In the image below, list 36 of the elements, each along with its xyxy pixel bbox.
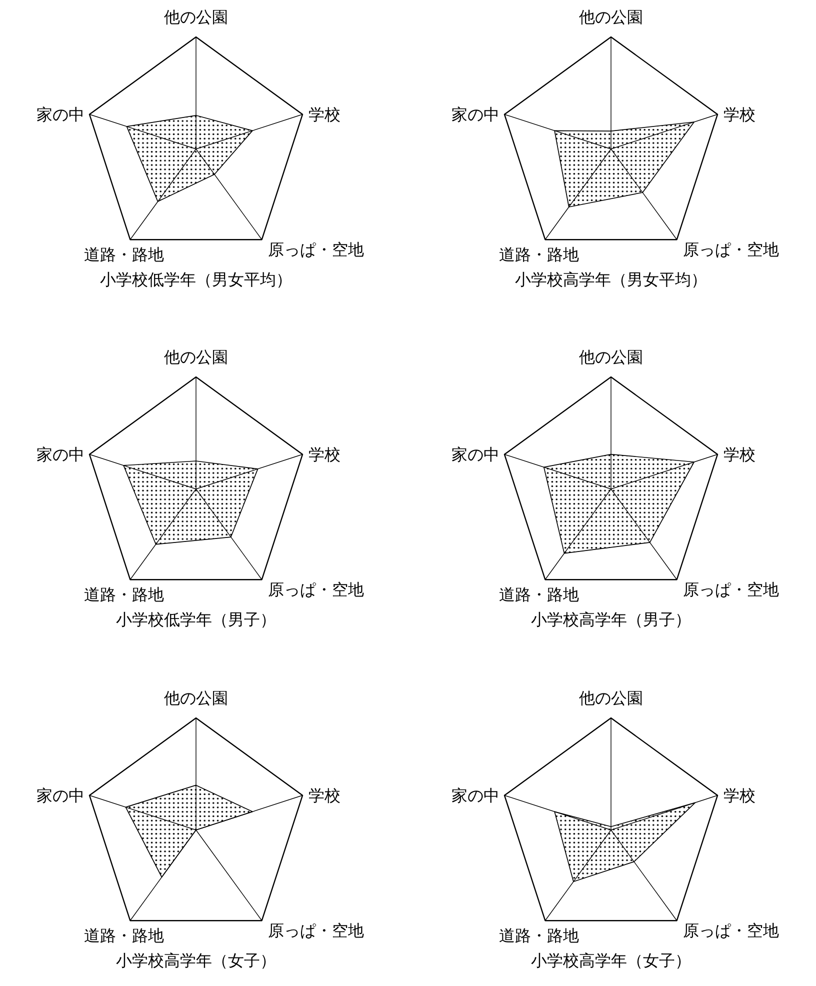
spoke-label: 学校	[308, 786, 341, 805]
spoke-label: 学校	[724, 786, 756, 805]
spoke-label: 家の中	[451, 104, 500, 124]
spoke-label: 他の公園	[164, 348, 228, 366]
spoke-label: 道路・路地	[84, 585, 164, 604]
spoke-label: 道路・路地	[84, 926, 164, 946]
spoke-label: 道路・路地	[84, 245, 164, 264]
spoke-label: 原っぱ・空地	[682, 921, 779, 940]
spoke-label: 家の中	[451, 444, 500, 464]
text: 小学校高学年（女子）	[116, 951, 276, 970]
spoke-label: 学校	[724, 444, 756, 464]
spoke-label: 道路・路地	[499, 585, 580, 604]
text: 小学校高学年（女子）	[531, 951, 691, 970]
spoke-label: 道路・路地	[499, 926, 580, 946]
spoke-label: 他の公園	[579, 8, 643, 26]
spoke-label: 原っぱ・空地	[682, 240, 779, 260]
spoke-label: 他の公園	[164, 8, 228, 26]
spoke-label: 家の中	[36, 444, 84, 464]
spoke-label: 他の公園	[579, 688, 643, 708]
spoke-label: 学校	[308, 444, 341, 464]
spoke-label: 原っぱ・空地	[682, 580, 779, 600]
spoke-label: 家の中	[36, 104, 84, 124]
spoke-label: 原っぱ・空地	[268, 240, 364, 260]
spoke-label: 家の中	[451, 786, 500, 805]
spoke-label: 学校	[724, 104, 756, 124]
spoke-label: 原っぱ・空地	[268, 921, 364, 940]
spoke-label: 家の中	[36, 786, 84, 805]
text: 小学校低学年（男女平均）	[100, 270, 292, 290]
text: 小学校高学年（男女平均）	[515, 270, 707, 290]
spoke-label: 原っぱ・空地	[268, 580, 364, 600]
spoke-label: 他の公園	[164, 688, 228, 708]
text: 小学校高学年（男子）	[531, 610, 691, 630]
text: 小学校低学年（男子）	[116, 610, 276, 630]
spoke-label: 学校	[308, 104, 341, 124]
spoke-label: 他の公園	[579, 348, 643, 366]
spoke-label: 道路・路地	[499, 245, 580, 264]
